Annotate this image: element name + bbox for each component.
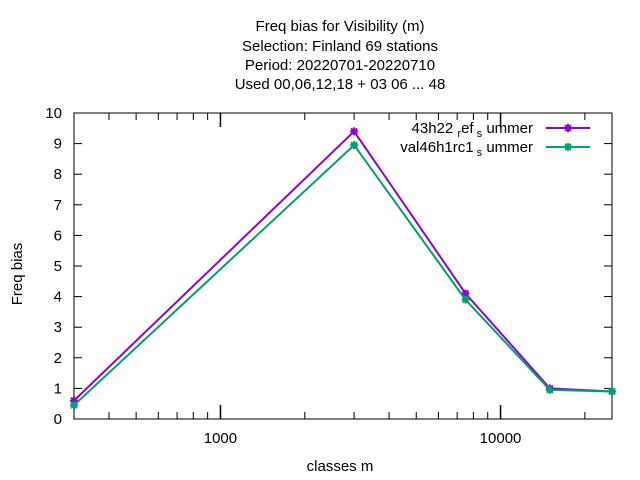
legend-label-1: 43h22 ref s ummer xyxy=(412,120,533,140)
y-tick-label: 5 xyxy=(54,258,62,275)
point-mark-d2 xyxy=(70,401,78,409)
y-tick-label: 1 xyxy=(54,380,62,397)
series-2-point xyxy=(70,401,78,410)
legend-marker-d2 xyxy=(564,143,572,151)
series-line-1 xyxy=(73,129,613,402)
chart-title-line-4: Used 00,06,12,18 + 03 06 ... 48 xyxy=(234,76,446,93)
series-2-point xyxy=(608,387,616,396)
y-tick-label: 6 xyxy=(54,227,62,244)
y-tick-label: 4 xyxy=(54,289,62,306)
legend-label-2: val46h1rc1 s ummer xyxy=(400,139,533,159)
legend-marker-d2 xyxy=(564,124,572,132)
series-2-point xyxy=(350,141,359,150)
point-mark-d2 xyxy=(461,295,470,304)
x-tick-label: 1000 xyxy=(204,430,237,447)
y-tick-label: 9 xyxy=(54,136,62,153)
chart-title-line-3: Period: 20220701-20220710 xyxy=(244,57,436,74)
series-2-point xyxy=(461,295,470,304)
y-axis-label: Freq bias xyxy=(9,243,26,306)
chart-title-line-1: Freq bias for Visibility (m) xyxy=(255,18,425,35)
y-tick-label: 0 xyxy=(54,411,62,428)
series-1-point xyxy=(350,127,359,136)
point-mark-d2 xyxy=(546,386,554,394)
x-axis-label: classes m xyxy=(307,458,374,475)
axis-layer: 0 1 2 3 4 5 6 7 8 9 10 1000 10000 xyxy=(45,105,613,447)
x-tick-label: 10000 xyxy=(480,430,522,447)
chart-title-line-2: Selection: Finland 69 stations xyxy=(242,38,438,55)
y-tick-label: 7 xyxy=(54,197,62,214)
plot-frame xyxy=(73,112,613,420)
series-2-point xyxy=(545,385,554,394)
y-tick-label: 2 xyxy=(54,350,62,367)
y-tick-label: 3 xyxy=(54,319,62,336)
point-mark-d2 xyxy=(350,141,358,149)
y-tick-label: 10 xyxy=(45,105,62,122)
point-mark-d2 xyxy=(350,127,358,136)
y-tick-label: 8 xyxy=(54,166,62,183)
series-layer xyxy=(70,127,616,410)
point-mark-d2 xyxy=(608,387,616,396)
